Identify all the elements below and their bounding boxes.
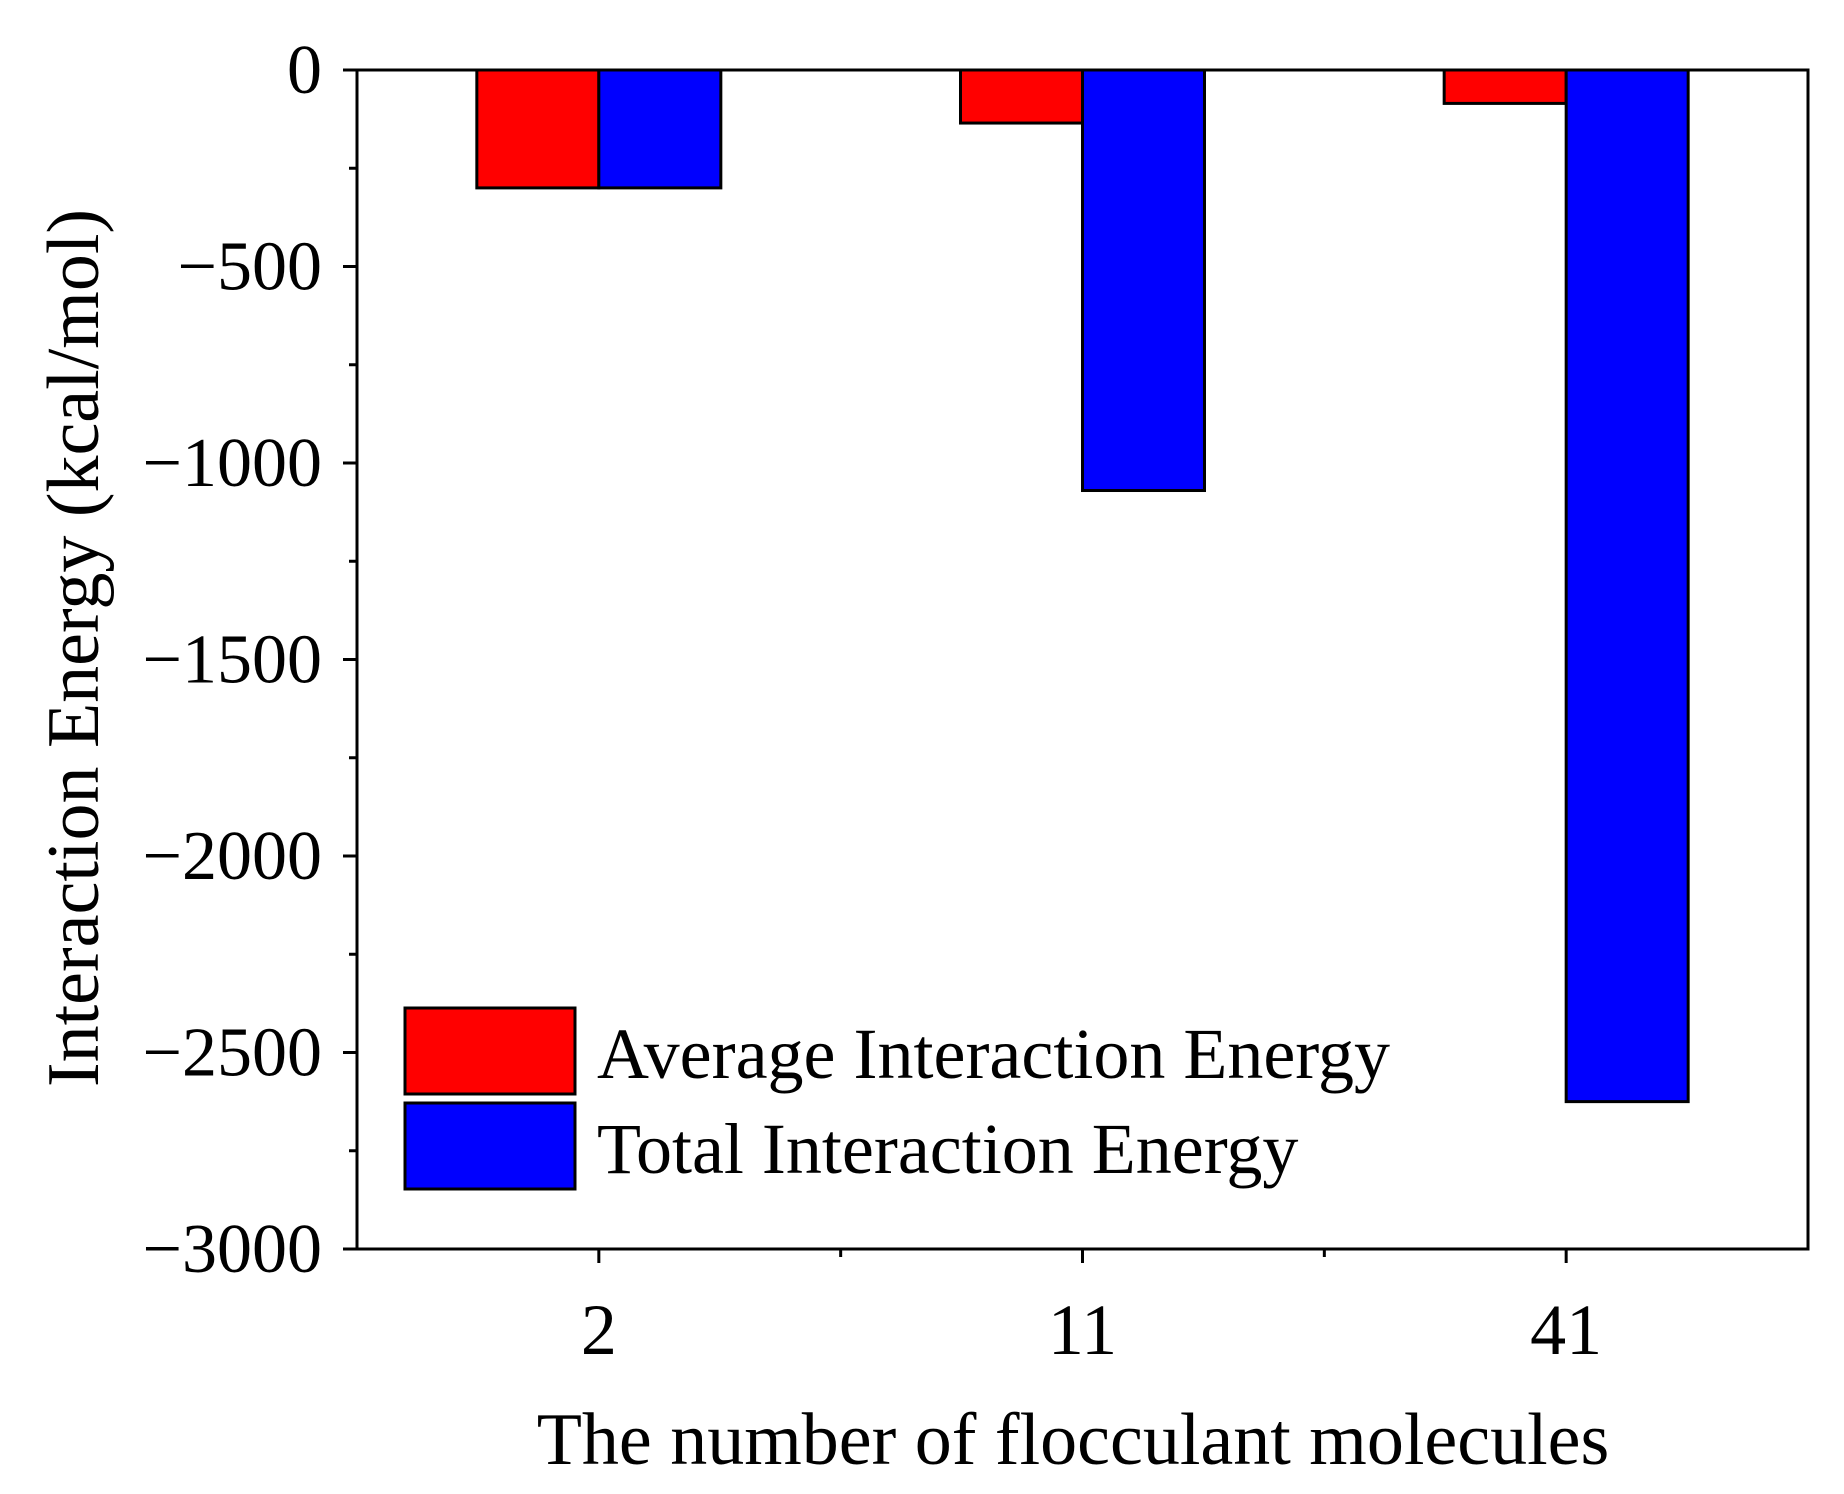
y-tick-label: −500 <box>178 229 322 306</box>
y-tick-label: −1500 <box>143 622 322 699</box>
y-axis-label: Interaction Energy (kcal/mol) <box>33 209 115 1087</box>
legend-swatch-average <box>403 1006 577 1096</box>
bar-total-2 <box>597 68 723 190</box>
bar-average-11 <box>959 68 1084 125</box>
bar-total-41 <box>1564 68 1690 1104</box>
legend-swatch-total <box>403 1101 577 1191</box>
y-tick-label: −3000 <box>143 1211 322 1288</box>
x-tick-label: 11 <box>1048 1290 1117 1370</box>
x-axis-label: The number of flocculant molecules <box>537 1399 1610 1481</box>
x-tick-label: 2 <box>581 1290 617 1370</box>
bars <box>475 68 1690 1104</box>
legend-label-total: Total Interaction Energy <box>597 1109 1298 1189</box>
x-tick-label: 41 <box>1530 1290 1602 1370</box>
ticks: 0 −500 −1000 −1500 −2000 −2500 −3000 2 11 41 <box>143 32 1603 1370</box>
bar-total-11 <box>1081 68 1206 493</box>
bar-average-2 <box>475 68 601 190</box>
bar-average-41 <box>1442 68 1568 105</box>
y-tick-label: −2000 <box>143 818 322 895</box>
y-tick-label: −2500 <box>143 1015 322 1092</box>
legend: Average Interaction Energy Total Interac… <box>403 1006 1390 1191</box>
y-tick-label: 0 <box>287 32 322 109</box>
legend-label-average: Average Interaction Energy <box>597 1014 1390 1094</box>
y-tick-label: −1000 <box>143 425 322 502</box>
